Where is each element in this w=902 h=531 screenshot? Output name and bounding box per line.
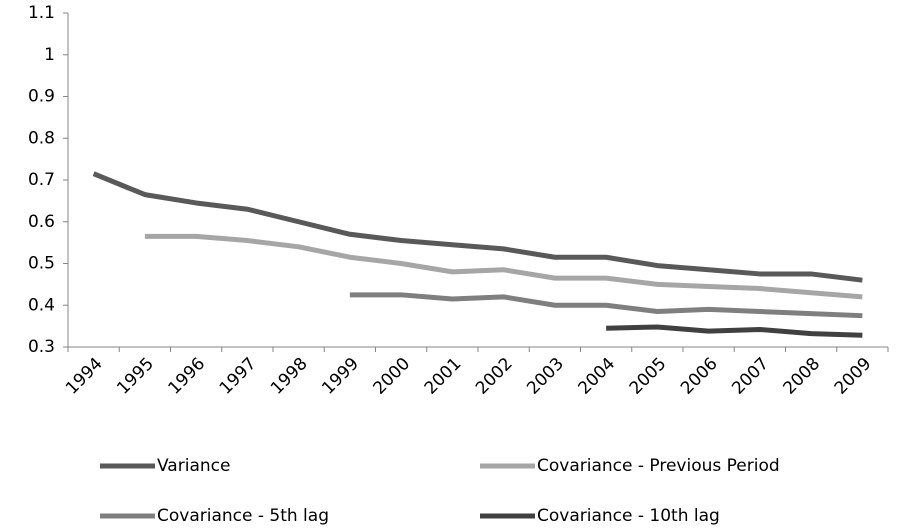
legend-label: Covariance - 10th lag bbox=[537, 506, 720, 526]
x-tick-label: 2001 bbox=[421, 354, 466, 399]
x-tick-label: 2006 bbox=[677, 354, 722, 399]
y-tick-label: 1 bbox=[44, 45, 55, 65]
y-tick-label: 0.5 bbox=[28, 254, 55, 274]
y-tick-label: 1.1 bbox=[28, 3, 55, 23]
legend-label: Covariance - Previous Period bbox=[537, 456, 780, 476]
x-tick-label: 2003 bbox=[523, 354, 568, 399]
y-tick-label: 0.6 bbox=[28, 212, 55, 232]
series-line bbox=[349, 292, 863, 319]
x-tick-label: 2009 bbox=[831, 354, 876, 399]
y-tick-label: 0.3 bbox=[28, 337, 55, 357]
series-line bbox=[144, 233, 863, 300]
x-tick-label: 1998 bbox=[267, 354, 312, 399]
legend-label: Covariance - 5th lag bbox=[157, 506, 329, 526]
x-tick-label: 2005 bbox=[626, 354, 671, 399]
x-tick-label: 1994 bbox=[62, 354, 107, 399]
x-tick-label: 2000 bbox=[369, 354, 414, 399]
x-tick-label: 1995 bbox=[113, 354, 158, 399]
x-tick-label: 1996 bbox=[164, 354, 209, 399]
y-tick-label: 0.9 bbox=[28, 87, 55, 107]
legend-label: Variance bbox=[157, 456, 230, 476]
x-tick-label: 2002 bbox=[472, 354, 517, 399]
y-tick-label: 0.7 bbox=[28, 170, 55, 190]
x-tick-label: 1999 bbox=[318, 354, 363, 399]
x-tick-label: 2008 bbox=[779, 354, 824, 399]
x-tick-label: 2004 bbox=[574, 354, 619, 399]
y-tick-label: 0.4 bbox=[28, 295, 55, 315]
x-tick-label: 2007 bbox=[728, 354, 773, 399]
y-tick-label: 0.8 bbox=[28, 128, 55, 148]
x-tick-label: 1997 bbox=[216, 354, 261, 399]
series-line bbox=[606, 324, 863, 338]
series-line bbox=[92, 171, 863, 283]
